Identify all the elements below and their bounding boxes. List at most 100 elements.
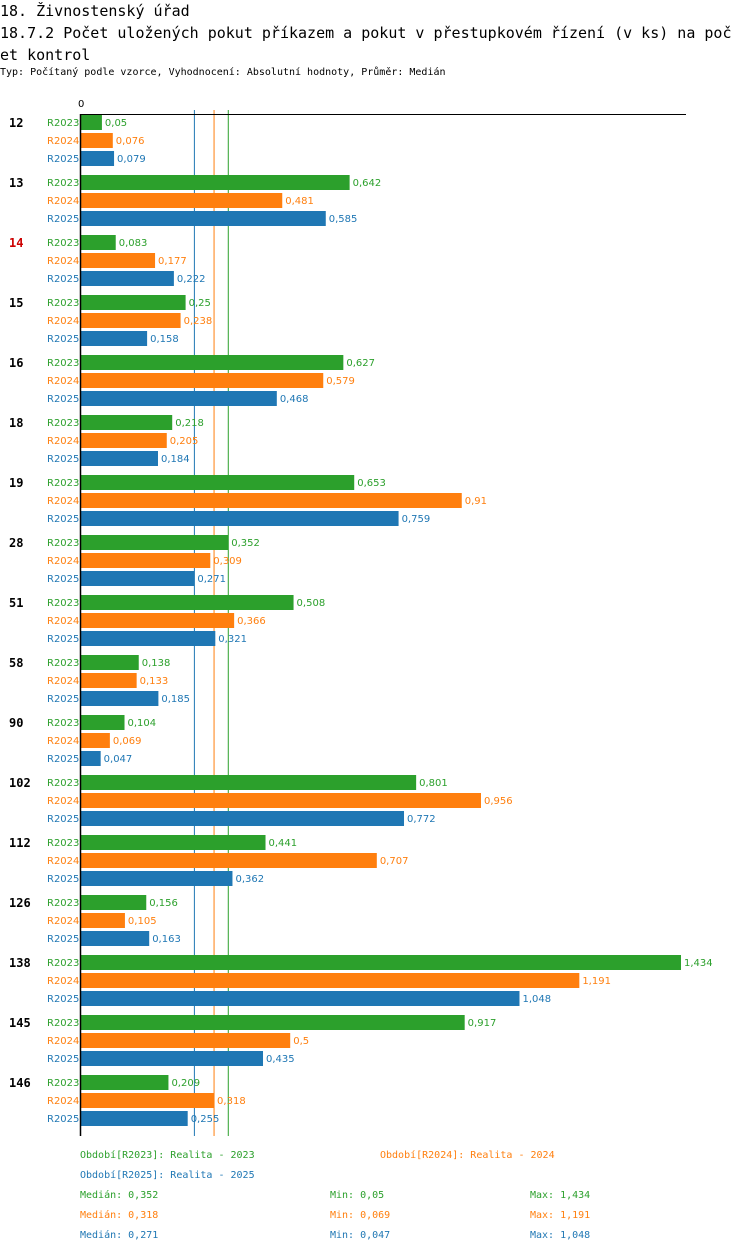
value-label: 0,238 [184, 316, 213, 327]
x-axis-zero-label: 0 [78, 99, 84, 110]
bar-R2023-145 [81, 1015, 465, 1030]
series-label: R2023 [47, 958, 79, 969]
value-label: 0,05 [105, 118, 127, 129]
category-label: 16 [9, 356, 23, 370]
value-label: 0,441 [269, 838, 298, 849]
category-label: 126 [9, 896, 31, 910]
series-label: R2023 [47, 658, 79, 669]
bar-R2023-18 [81, 415, 173, 430]
bar-R2024-138 [81, 973, 580, 988]
value-label: 0,105 [128, 916, 157, 927]
value-label: 0,047 [104, 754, 133, 765]
bar-R2025-58 [81, 691, 159, 706]
value-label: 0,133 [140, 676, 169, 687]
series-label: R2025 [47, 754, 79, 765]
series-label: R2025 [47, 274, 79, 285]
bar-R2025-126 [81, 931, 150, 946]
value-label: 0,156 [149, 898, 178, 909]
legend-max-2024: Max: 1,191 [530, 1210, 591, 1221]
series-label: R2024 [47, 676, 79, 687]
value-label: 0,177 [158, 256, 187, 267]
category-label: 146 [9, 1076, 31, 1090]
bar-R2023-14 [81, 235, 116, 250]
series-label: R2025 [47, 1114, 79, 1125]
value-label: 1,048 [522, 994, 551, 1005]
value-label: 0,579 [326, 376, 355, 387]
series-label: R2023 [47, 418, 79, 429]
bar-R2023-13 [81, 175, 350, 190]
legend-min-2023: Min: 0,05 [330, 1190, 385, 1201]
bar-R2024-126 [81, 913, 125, 928]
category-label: 19 [9, 476, 23, 490]
bar-group-19: 19 R2023 0,653 R2024 0,91 R2025 0,759 [9, 475, 487, 526]
value-label: 0,184 [161, 454, 190, 465]
bar-R2024-12 [81, 133, 113, 148]
value-label: 0,362 [235, 874, 264, 885]
bar-R2024-146 [81, 1093, 215, 1108]
category-label: 12 [9, 116, 23, 130]
value-label: 0,222 [177, 274, 206, 285]
bar-group-28: 28 R2023 0,352 R2024 0,309 R2025 0,271 [9, 535, 260, 586]
series-label: R2023 [47, 838, 79, 849]
bar-group-102: 102 R2023 0,801 R2024 0,956 R2025 0,772 [9, 775, 513, 826]
bar-group-16: 16 R2023 0,627 R2024 0,579 R2025 0,468 [9, 355, 375, 406]
series-label: R2024 [47, 796, 79, 807]
value-label: 0,435 [266, 1054, 295, 1065]
value-label: 0,069 [113, 736, 142, 747]
bar-R2024-14 [81, 253, 156, 268]
bar-R2025-102 [81, 811, 405, 826]
value-label: 0,468 [280, 394, 309, 405]
series-label: R2023 [47, 118, 79, 129]
bar-R2023-15 [81, 295, 186, 310]
value-label: 0,321 [218, 634, 247, 645]
bar-R2025-51 [81, 631, 216, 646]
series-label: R2023 [47, 718, 79, 729]
bar-R2025-90 [81, 751, 101, 766]
bar-R2023-112 [81, 835, 266, 850]
category-label: 18 [9, 416, 23, 430]
bar-group-51: 51 R2023 0,508 R2024 0,366 R2025 0,321 [9, 595, 325, 646]
bar-group-146: 146 R2023 0,209 R2024 0,318 R2025 0,255 [9, 1075, 246, 1126]
category-label: 28 [9, 536, 23, 550]
series-label: R2023 [47, 358, 79, 369]
chart-section-title: 18. Živnostenský úřad [0, 2, 190, 20]
value-label: 0,917 [468, 1018, 497, 1029]
series-label: R2024 [47, 1096, 79, 1107]
series-label: R2023 [47, 478, 79, 489]
value-label: 0,759 [402, 514, 431, 525]
series-label: R2023 [47, 298, 79, 309]
value-label: 0,205 [170, 436, 199, 447]
category-label: 15 [9, 296, 23, 310]
series-label: R2024 [47, 376, 79, 387]
value-label: 0,158 [150, 334, 179, 345]
bar-R2025-138 [81, 991, 520, 1006]
chart-title-line-1: 18.7.2 Počet uložených pokut příkazem a … [0, 24, 732, 42]
category-label: 58 [9, 656, 23, 670]
value-label: 0,91 [465, 496, 487, 507]
series-label: R2025 [47, 394, 79, 405]
bar-R2023-58 [81, 655, 139, 670]
category-label: 90 [9, 716, 23, 730]
value-label: 0,801 [419, 778, 448, 789]
series-label: R2024 [47, 256, 79, 267]
bar-R2023-126 [81, 895, 147, 910]
bar-R2024-145 [81, 1033, 291, 1048]
series-label: R2023 [47, 1018, 79, 1029]
series-label: R2024 [47, 736, 79, 747]
value-label: 0,653 [357, 478, 386, 489]
bar-R2025-146 [81, 1111, 188, 1126]
series-label: R2024 [47, 556, 79, 567]
value-label: 0,707 [380, 856, 409, 867]
category-label: 102 [9, 776, 31, 790]
series-label: R2024 [47, 1036, 79, 1047]
series-label: R2025 [47, 634, 79, 645]
bar-group-112: 112 R2023 0,441 R2024 0,707 R2025 0,362 [9, 835, 408, 886]
bar-R2024-102 [81, 793, 481, 808]
bar-R2025-16 [81, 391, 277, 406]
bar-R2025-12 [81, 151, 115, 166]
value-label: 0,25 [189, 298, 211, 309]
value-label: 0,772 [407, 814, 436, 825]
bar-group-15: 15 R2023 0,25 R2024 0,238 R2025 0,158 [9, 295, 212, 346]
bar-R2024-16 [81, 373, 324, 388]
value-label: 0,138 [142, 658, 171, 669]
